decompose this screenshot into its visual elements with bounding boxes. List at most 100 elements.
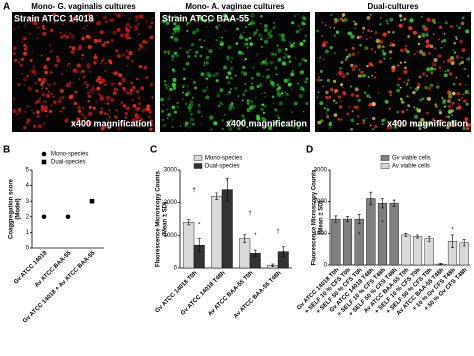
annotation: *	[358, 233, 361, 239]
cell	[114, 12, 117, 16]
cell	[70, 34, 75, 39]
cell	[85, 46, 87, 48]
cell	[110, 18, 115, 22]
cell	[426, 43, 431, 48]
cell	[198, 103, 200, 106]
cell	[239, 120, 244, 126]
cell	[223, 18, 226, 22]
cell	[105, 83, 108, 86]
y-tick-label: 3	[26, 199, 30, 205]
cell	[336, 73, 338, 76]
cell	[192, 30, 196, 35]
cell	[85, 34, 90, 39]
cell	[21, 73, 23, 75]
cell	[305, 77, 309, 81]
cell	[456, 91, 460, 96]
error-bar	[416, 234, 419, 239]
cell	[249, 99, 254, 104]
cell	[447, 90, 452, 95]
cell	[197, 110, 201, 114]
cell	[205, 55, 210, 60]
cell	[269, 29, 273, 33]
cell	[121, 77, 126, 83]
cell	[338, 95, 342, 99]
cell	[86, 91, 90, 94]
cell	[382, 32, 387, 37]
cell	[215, 38, 218, 42]
cell	[22, 51, 28, 56]
cell	[295, 121, 298, 125]
cell	[269, 80, 272, 83]
cell	[167, 84, 170, 87]
cell	[413, 53, 416, 56]
cell	[203, 64, 206, 67]
cell	[263, 28, 268, 33]
error-bar	[334, 215, 338, 223]
cell	[426, 111, 429, 115]
cell	[425, 39, 430, 44]
cell	[449, 55, 455, 61]
cell	[406, 109, 408, 111]
cell	[410, 26, 412, 28]
cell	[243, 31, 245, 33]
cell	[82, 107, 85, 110]
cell	[100, 59, 104, 63]
cell	[74, 90, 78, 94]
cell	[459, 39, 464, 44]
cell	[299, 28, 302, 31]
cell	[263, 95, 266, 98]
cell	[189, 49, 191, 51]
cell	[99, 99, 101, 101]
cell	[62, 23, 65, 26]
cell	[431, 62, 436, 67]
cell	[335, 18, 340, 22]
cell	[250, 13, 255, 18]
cell	[246, 43, 248, 45]
cell	[186, 51, 189, 54]
cell	[276, 89, 279, 92]
cell	[462, 93, 464, 95]
cell	[101, 42, 106, 48]
cell	[290, 72, 295, 77]
cell	[143, 65, 148, 70]
cell	[366, 94, 370, 98]
cell	[31, 69, 36, 74]
cell	[403, 81, 406, 84]
cell	[243, 13, 247, 17]
cell	[436, 85, 440, 89]
cell	[419, 98, 423, 102]
cell	[189, 99, 194, 104]
legend-label: Dual-species	[205, 164, 240, 170]
cell	[52, 95, 55, 98]
cell	[161, 109, 164, 113]
cell	[368, 62, 373, 67]
error-bar	[357, 214, 361, 225]
cell	[124, 111, 128, 116]
cell	[75, 120, 79, 124]
cell	[430, 71, 433, 74]
cell	[248, 128, 251, 131]
cell	[436, 81, 439, 84]
cell	[125, 107, 128, 110]
cell	[392, 43, 396, 47]
cell	[412, 122, 415, 125]
cell	[335, 30, 340, 34]
cell	[263, 39, 269, 44]
cell	[378, 39, 384, 44]
cell	[465, 102, 469, 106]
cell	[442, 38, 447, 43]
cell	[246, 99, 250, 102]
cell	[17, 25, 20, 28]
cell	[81, 53, 84, 57]
cell	[333, 113, 338, 117]
cell	[237, 50, 243, 55]
cell	[36, 110, 40, 115]
cell	[295, 57, 297, 59]
cell	[176, 24, 181, 29]
y-tick-label: 1	[26, 230, 30, 236]
cell	[426, 96, 432, 101]
cell	[189, 121, 192, 124]
cell	[87, 45, 92, 49]
image-title: Mono- A. vaginae cultures	[185, 2, 285, 11]
cell	[293, 101, 298, 106]
